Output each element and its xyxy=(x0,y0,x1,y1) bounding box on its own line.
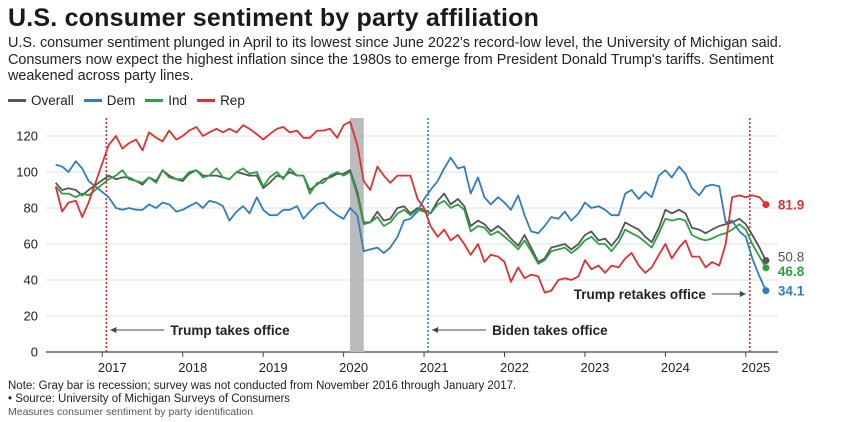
x-tick-label: 2017 xyxy=(98,360,127,375)
legend-swatch-overall xyxy=(8,99,26,102)
legend: Overall Dem Ind Rep xyxy=(8,93,245,108)
end-label-rep: 81.9 xyxy=(778,198,804,213)
y-tick-label: 20 xyxy=(24,309,38,324)
legend-swatch-ind xyxy=(145,99,164,102)
series-line-overall xyxy=(55,169,767,263)
y-tick-label: 0 xyxy=(31,345,38,360)
legend-item-rep: Rep xyxy=(197,93,245,108)
chart-subtitle: U.S. consumer sentiment plunged in April… xyxy=(8,35,782,84)
chart-notes: Note: Gray bar is recession; survey was … xyxy=(8,380,516,406)
legend-label-dem: Dem xyxy=(106,93,136,108)
legend-label-ind: Ind xyxy=(168,93,188,108)
annotation-label: Trump takes office xyxy=(170,323,290,338)
legend-swatch-dem xyxy=(83,99,102,102)
y-tick-label: 60 xyxy=(24,237,38,252)
series-line-ind xyxy=(55,167,767,269)
x-tick-label: 2025 xyxy=(741,360,770,375)
legend-label-overall: Overall xyxy=(31,93,74,108)
series-end-point-overall xyxy=(762,257,770,265)
annotation-arrow-head xyxy=(432,327,439,333)
y-tick-label: 120 xyxy=(16,129,38,144)
legend-item-dem: Dem xyxy=(83,93,136,108)
x-tick-label: 2024 xyxy=(661,360,690,375)
x-tick-label: 2023 xyxy=(580,360,609,375)
end-label-dem: 34.1 xyxy=(778,284,805,299)
annotation-arrow-head xyxy=(739,291,746,297)
series-line-dem xyxy=(55,156,767,291)
series-line-rep xyxy=(54,120,767,294)
series-end-point-rep xyxy=(762,201,770,209)
chart-source: • Source: University of Michigan Surveys… xyxy=(8,393,291,405)
chart-caption: Measures consumer sentiment by party ide… xyxy=(8,406,254,418)
x-tick-label: 2020 xyxy=(339,360,368,375)
end-label-ind: 46.8 xyxy=(778,264,805,279)
legend-label-rep: Rep xyxy=(220,93,245,108)
legend-item-overall: Overall xyxy=(8,93,74,108)
y-tick-label: 40 xyxy=(24,273,38,288)
series-end-point-dem xyxy=(762,287,770,295)
chart-title: U.S. consumer sentiment by party affilia… xyxy=(8,4,540,32)
x-tick-label: 2018 xyxy=(178,360,207,375)
legend-swatch-rep xyxy=(197,99,216,102)
annotation-label: Trump retakes office xyxy=(574,287,707,302)
x-tick-label: 2019 xyxy=(259,360,288,375)
series-end-point-ind xyxy=(762,264,770,272)
chart-note: Note: Gray bar is recession; survey was … xyxy=(8,380,517,392)
x-tick-label: 2022 xyxy=(500,360,529,375)
recession-bar xyxy=(350,118,364,352)
y-tick-label: 100 xyxy=(16,165,38,180)
annotation-arrow-head xyxy=(110,327,117,333)
y-tick-label: 80 xyxy=(24,201,38,216)
end-label-overall: 50.8 xyxy=(778,250,804,265)
annotation-label: Biden takes office xyxy=(492,323,608,338)
x-tick-label: 2021 xyxy=(420,360,449,375)
legend-item-ind: Ind xyxy=(145,93,187,108)
